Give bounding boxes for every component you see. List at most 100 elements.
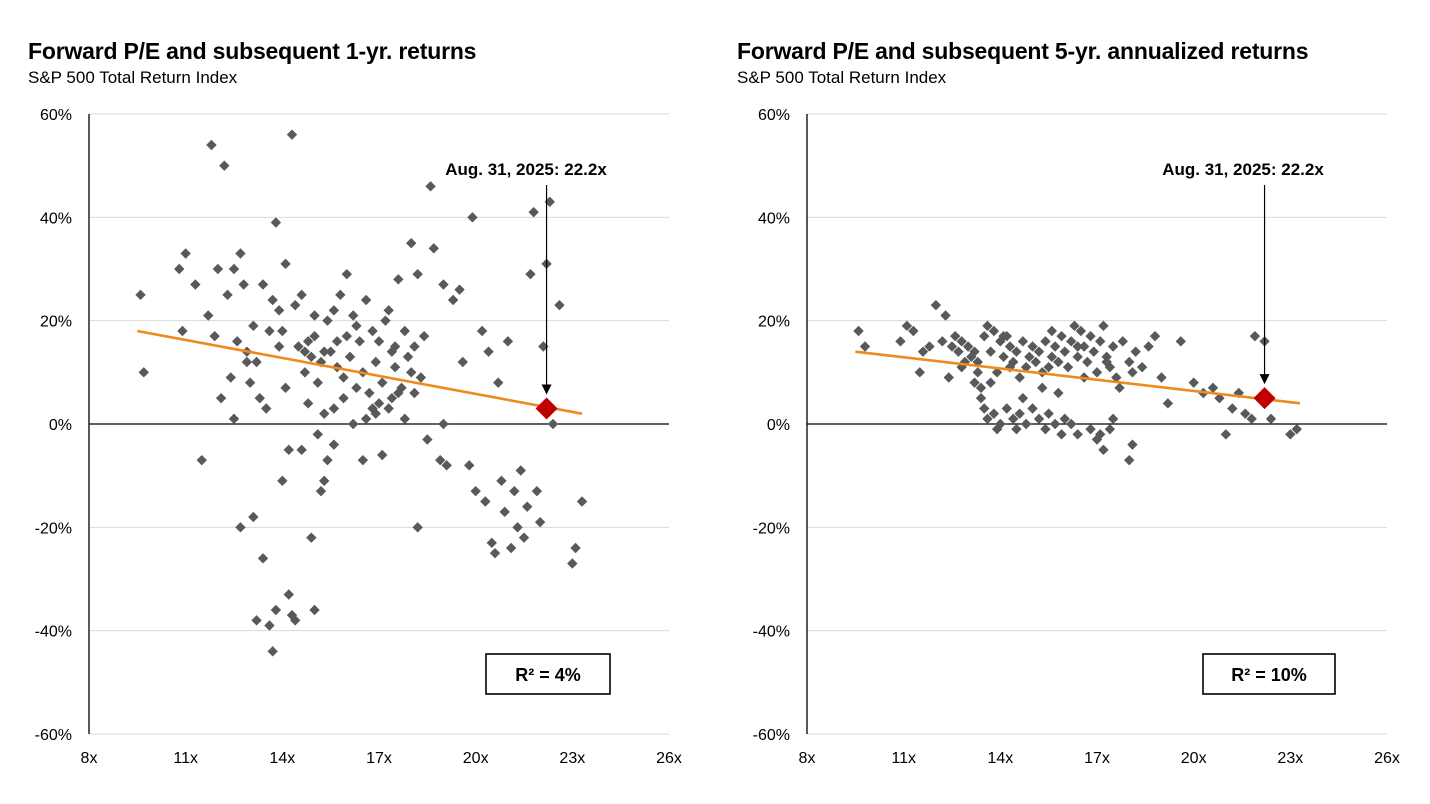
data-point (409, 341, 420, 352)
x-tick-label: 23x (559, 750, 585, 767)
y-tick-label: 0% (49, 417, 72, 434)
data-point (244, 377, 256, 388)
data-point (489, 547, 501, 559)
data-point (1127, 439, 1138, 450)
data-point (1240, 408, 1251, 419)
data-point (1020, 418, 1032, 430)
data-point (531, 485, 543, 497)
data-point (522, 501, 533, 512)
data-point (331, 336, 343, 347)
data-point (853, 325, 864, 337)
data-point (341, 330, 352, 342)
data-point (988, 325, 1000, 337)
data-point (486, 537, 497, 549)
data-point (457, 356, 468, 368)
annotation-arrowhead (541, 384, 552, 395)
data-point (979, 403, 990, 414)
data-point (267, 646, 278, 657)
chart-title: Forward P/E and subsequent 1-yr. returns (28, 38, 477, 64)
data-point (1075, 325, 1087, 337)
data-point (969, 346, 980, 357)
data-point (296, 444, 307, 456)
data-point (1233, 387, 1244, 399)
data-point (319, 475, 330, 487)
data-point (283, 444, 294, 456)
data-point (360, 413, 372, 425)
data-point (464, 460, 475, 471)
data-point (991, 367, 1003, 378)
data-point (196, 454, 207, 466)
data-point (322, 454, 333, 466)
data-point (547, 418, 559, 430)
data-point (1011, 346, 1022, 357)
data-point (1014, 372, 1025, 383)
current-value-marker (535, 397, 558, 420)
data-point (180, 248, 191, 259)
r-squared-label: R² = 10% (1231, 665, 1307, 685)
data-point (1049, 341, 1061, 352)
y-tick-label: -60% (753, 727, 790, 744)
data-point (1124, 454, 1135, 466)
data-point (261, 403, 272, 414)
data-point (985, 346, 996, 357)
x-tick-label: 8x (81, 750, 98, 767)
data-point (393, 387, 404, 399)
data-point (1227, 403, 1238, 414)
data-point (135, 289, 146, 301)
data-point (1069, 320, 1080, 332)
data-point (454, 284, 465, 295)
data-point (496, 475, 507, 487)
data-point (570, 542, 581, 554)
data-point (406, 367, 417, 378)
y-tick-label: 40% (40, 210, 72, 227)
data-point (251, 356, 262, 368)
data-point (1098, 320, 1109, 332)
data-point (190, 279, 201, 290)
data-point (206, 139, 217, 151)
data-point (1046, 325, 1058, 337)
data-point (1136, 361, 1148, 373)
data-point (319, 408, 330, 419)
data-point (377, 449, 388, 461)
data-point (312, 429, 323, 440)
x-tick-label: 23x (1277, 750, 1303, 767)
data-point (209, 330, 220, 342)
data-point (248, 511, 259, 523)
data-point (914, 367, 925, 378)
data-point (335, 289, 346, 301)
data-point (982, 413, 993, 425)
data-point (1291, 423, 1302, 435)
data-point (1033, 413, 1045, 425)
data-point (293, 341, 304, 352)
data-point (290, 615, 301, 626)
data-point (254, 392, 265, 404)
data-point (393, 274, 404, 285)
data-point (373, 398, 385, 409)
data-point (425, 181, 436, 192)
data-point (1095, 336, 1106, 347)
data-point (1037, 382, 1048, 394)
x-tick-label: 8x (799, 750, 816, 767)
data-point (1124, 356, 1135, 368)
data-point (280, 258, 291, 270)
data-point (273, 341, 285, 352)
data-point (924, 341, 935, 352)
data-point (383, 403, 394, 414)
data-point (319, 346, 330, 357)
data-point (1085, 330, 1096, 342)
data-point (1027, 341, 1038, 352)
data-point (470, 485, 481, 497)
data-point (341, 268, 352, 280)
data-point (328, 439, 340, 450)
x-tick-label: 17x (366, 750, 392, 767)
data-point (138, 367, 149, 378)
data-point (203, 310, 214, 321)
data-point (389, 361, 401, 373)
data-point (415, 372, 427, 383)
data-point (322, 315, 333, 326)
data-point (544, 196, 555, 208)
y-tick-label: -20% (753, 520, 790, 537)
data-point (1049, 418, 1061, 430)
x-tick-label: 20x (463, 750, 489, 767)
data-point (367, 403, 378, 414)
